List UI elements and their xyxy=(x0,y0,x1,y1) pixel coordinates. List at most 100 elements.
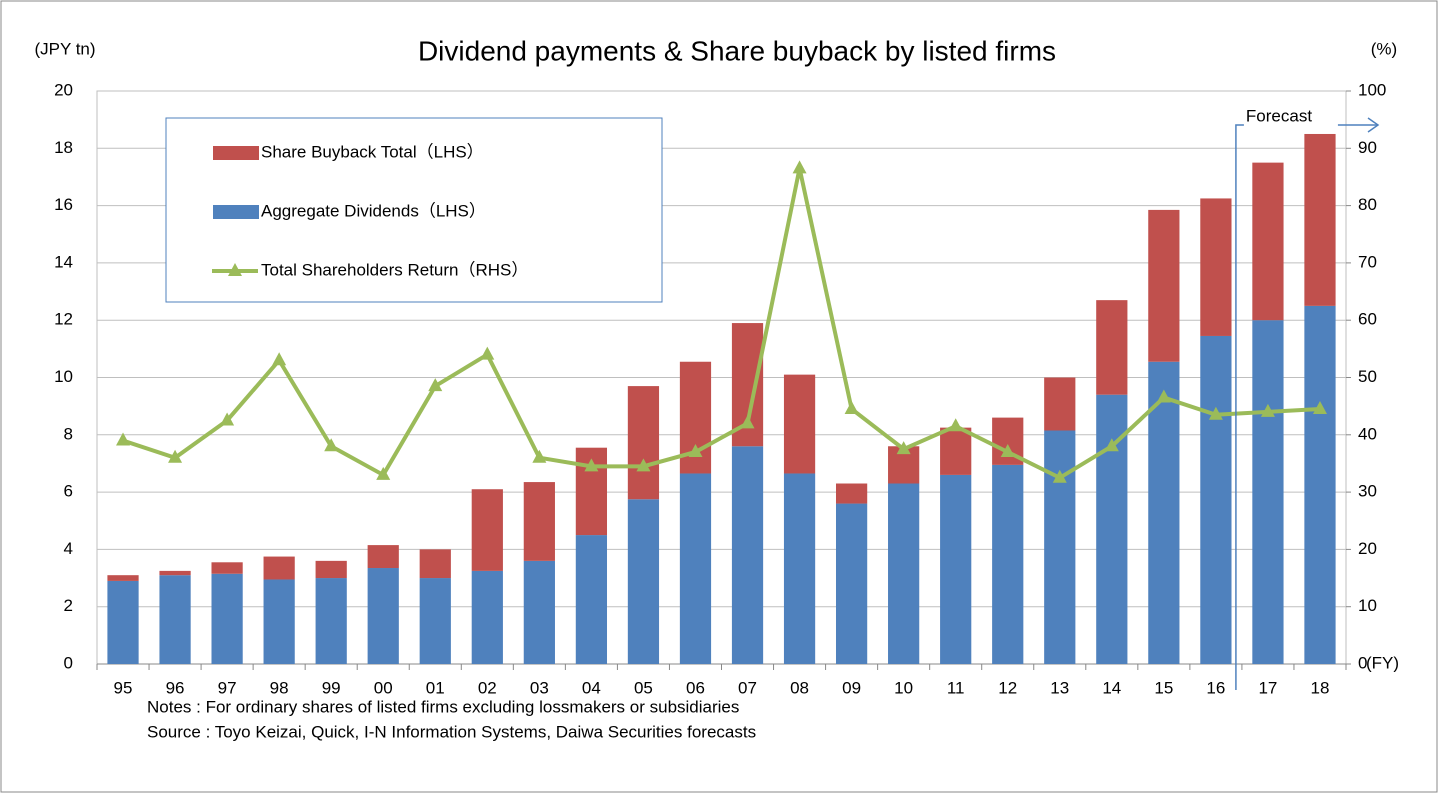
bar xyxy=(1252,162,1284,321)
bar xyxy=(835,483,868,504)
y2-tick-label: 100 xyxy=(1358,80,1386,99)
bar xyxy=(1200,198,1232,336)
bar xyxy=(419,549,451,579)
legend-label: Share Buyback Total（LHS） xyxy=(261,142,484,161)
marker xyxy=(1052,469,1067,483)
x-tick-label: 00 xyxy=(374,678,393,697)
y-tick-label: 14 xyxy=(54,252,73,271)
legend-swatch xyxy=(213,205,259,219)
annotation-bg xyxy=(1243,106,1338,128)
bar xyxy=(107,580,139,664)
x-tick-label: 95 xyxy=(114,678,133,697)
bar xyxy=(783,374,816,474)
bar xyxy=(731,446,764,664)
y2-tick-label: 80 xyxy=(1358,195,1377,214)
bar xyxy=(992,464,1024,664)
marker xyxy=(480,346,495,360)
marker xyxy=(636,458,651,472)
bar xyxy=(627,386,660,500)
bar xyxy=(575,535,608,664)
marker xyxy=(844,401,859,415)
x-tick-label: 17 xyxy=(1258,678,1277,697)
y2-tick-label: 50 xyxy=(1358,367,1377,386)
bar xyxy=(315,578,347,664)
y2-tick-label: 30 xyxy=(1358,482,1377,501)
x-tick-label: 07 xyxy=(738,678,757,697)
y-tick-label: 6 xyxy=(64,482,73,501)
x-tick-label: 18 xyxy=(1311,678,1330,697)
x-tick-label: 16 xyxy=(1206,678,1225,697)
bar xyxy=(315,560,347,579)
chart-title: Dividend payments & Share buyback by lis… xyxy=(418,35,1056,66)
y-axis-label: (JPY tn) xyxy=(34,39,95,58)
marker xyxy=(1312,401,1327,415)
note: Source : Toyo Keizai, Quick, I-N Informa… xyxy=(147,722,756,741)
y2-tick-label: 60 xyxy=(1358,310,1377,329)
y-tick-label: 2 xyxy=(64,596,73,615)
bar xyxy=(263,579,295,664)
x-tick-label: 01 xyxy=(426,678,445,697)
x-tick-label: 04 xyxy=(582,678,601,697)
x-tick-label: 15 xyxy=(1154,678,1173,697)
marker xyxy=(168,449,183,463)
bar xyxy=(888,483,920,664)
x-tick-label: 05 xyxy=(634,678,653,697)
bar xyxy=(523,560,555,664)
y2-axis-label: (%) xyxy=(1371,39,1397,58)
x-tick-label: 02 xyxy=(478,678,497,697)
marker xyxy=(1260,403,1275,417)
annotation: Forecast xyxy=(1246,106,1312,125)
marker xyxy=(324,438,339,452)
bar xyxy=(1200,335,1232,664)
x-tick-label: 98 xyxy=(270,678,289,697)
bar xyxy=(523,482,555,561)
marker xyxy=(116,432,131,446)
y-tick-label: 8 xyxy=(64,424,73,443)
bar xyxy=(107,575,139,581)
legend-label: Total Shareholders Return（RHS） xyxy=(261,260,528,279)
x-tick-label: 08 xyxy=(790,678,809,697)
marker xyxy=(896,441,911,455)
bar xyxy=(940,427,972,475)
bar xyxy=(211,573,243,664)
y-tick-label: 4 xyxy=(64,539,73,558)
marker xyxy=(1156,389,1171,403)
x-tick-label: 11 xyxy=(947,678,965,697)
bar xyxy=(263,556,295,580)
x-tick-label: 96 xyxy=(166,678,185,697)
bar xyxy=(679,473,712,664)
bar xyxy=(211,562,243,574)
bar xyxy=(159,570,191,576)
marker xyxy=(1208,406,1223,420)
x-tick-label: 06 xyxy=(686,678,705,697)
note: Notes : For ordinary shares of listed fi… xyxy=(147,697,739,716)
bar xyxy=(471,489,503,571)
x-tick-label: 99 xyxy=(322,678,341,697)
marker xyxy=(1104,438,1119,452)
bar xyxy=(1044,430,1076,664)
marker xyxy=(948,418,963,432)
x-tick-label: 12 xyxy=(998,678,1017,697)
line xyxy=(122,167,1321,481)
y2-tick-label: 90 xyxy=(1358,138,1377,157)
y-tick-label: 12 xyxy=(54,310,73,329)
bar xyxy=(783,473,816,664)
y2-tick-label: 70 xyxy=(1358,252,1377,271)
y-tick-label: 16 xyxy=(54,195,73,214)
y-tick-label: 0 xyxy=(64,653,73,672)
y-tick-label: 20 xyxy=(54,80,73,99)
x-tick-label: 97 xyxy=(218,678,237,697)
bar xyxy=(471,570,503,664)
bar xyxy=(1148,361,1180,664)
bar xyxy=(1304,133,1336,306)
bar xyxy=(1148,209,1180,362)
x-tick-label: 14 xyxy=(1102,678,1121,697)
legend-swatch xyxy=(213,146,259,160)
marker xyxy=(740,415,755,429)
bar xyxy=(1252,320,1284,664)
bar xyxy=(940,474,972,664)
legend-swatch xyxy=(228,263,242,276)
marker xyxy=(220,412,235,426)
y-tick-label: 18 xyxy=(54,138,73,157)
